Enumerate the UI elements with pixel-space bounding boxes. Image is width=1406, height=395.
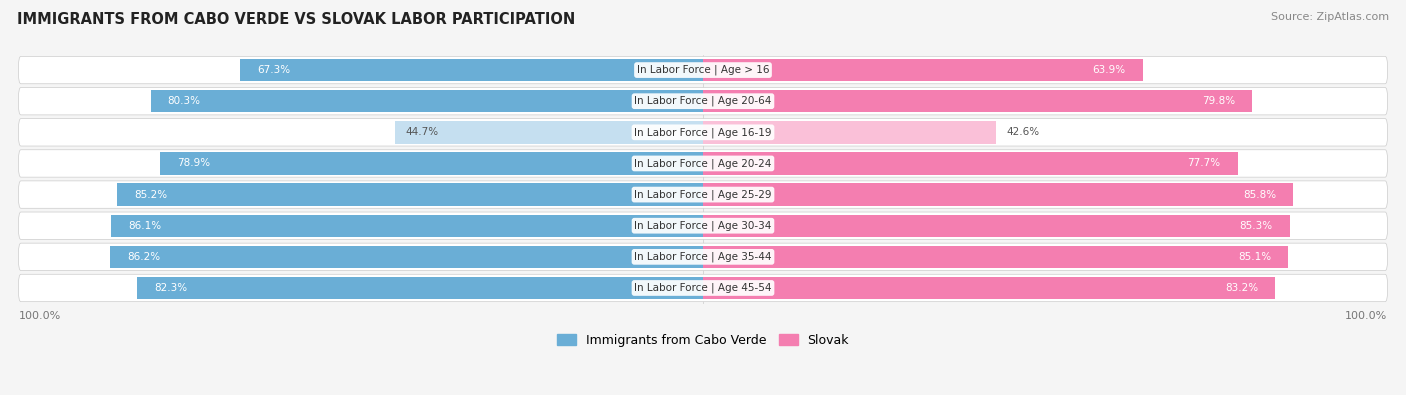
Text: 63.9%: 63.9% bbox=[1092, 65, 1125, 75]
FancyBboxPatch shape bbox=[18, 56, 1388, 84]
FancyBboxPatch shape bbox=[18, 274, 1388, 302]
Bar bbox=[240, 59, 703, 81]
Text: In Labor Force | Age 45-54: In Labor Force | Age 45-54 bbox=[634, 283, 772, 293]
FancyBboxPatch shape bbox=[18, 118, 1388, 146]
Bar bbox=[110, 246, 703, 268]
Text: 100.0%: 100.0% bbox=[18, 311, 60, 321]
Text: 79.8%: 79.8% bbox=[1202, 96, 1234, 106]
Bar bbox=[703, 152, 1237, 175]
Bar bbox=[703, 90, 1251, 113]
FancyBboxPatch shape bbox=[18, 88, 1388, 115]
Text: 85.3%: 85.3% bbox=[1240, 221, 1272, 231]
Text: 44.7%: 44.7% bbox=[406, 127, 439, 137]
Text: 78.9%: 78.9% bbox=[177, 158, 211, 168]
Text: 82.3%: 82.3% bbox=[155, 283, 187, 293]
Text: 77.7%: 77.7% bbox=[1187, 158, 1220, 168]
Text: 42.6%: 42.6% bbox=[1007, 127, 1039, 137]
Bar bbox=[111, 214, 703, 237]
Bar bbox=[703, 214, 1289, 237]
Legend: Immigrants from Cabo Verde, Slovak: Immigrants from Cabo Verde, Slovak bbox=[553, 329, 853, 352]
Bar bbox=[703, 183, 1294, 206]
Text: 85.2%: 85.2% bbox=[134, 190, 167, 199]
Text: 83.2%: 83.2% bbox=[1225, 283, 1258, 293]
Bar bbox=[703, 59, 1143, 81]
Bar bbox=[117, 183, 703, 206]
Bar bbox=[703, 246, 1288, 268]
Text: In Labor Force | Age 16-19: In Labor Force | Age 16-19 bbox=[634, 127, 772, 137]
Bar bbox=[395, 121, 703, 143]
FancyBboxPatch shape bbox=[18, 181, 1388, 208]
Text: 80.3%: 80.3% bbox=[167, 96, 201, 106]
FancyBboxPatch shape bbox=[18, 150, 1388, 177]
Text: Source: ZipAtlas.com: Source: ZipAtlas.com bbox=[1271, 12, 1389, 22]
Text: IMMIGRANTS FROM CABO VERDE VS SLOVAK LABOR PARTICIPATION: IMMIGRANTS FROM CABO VERDE VS SLOVAK LAB… bbox=[17, 12, 575, 27]
Text: In Labor Force | Age 30-34: In Labor Force | Age 30-34 bbox=[634, 220, 772, 231]
Text: In Labor Force | Age > 16: In Labor Force | Age > 16 bbox=[637, 65, 769, 75]
Text: 85.8%: 85.8% bbox=[1243, 190, 1277, 199]
Text: In Labor Force | Age 35-44: In Labor Force | Age 35-44 bbox=[634, 252, 772, 262]
Bar bbox=[703, 121, 995, 143]
FancyBboxPatch shape bbox=[18, 243, 1388, 271]
Text: 100.0%: 100.0% bbox=[1346, 311, 1388, 321]
Text: In Labor Force | Age 25-29: In Labor Force | Age 25-29 bbox=[634, 189, 772, 200]
Bar bbox=[160, 152, 703, 175]
Text: In Labor Force | Age 20-24: In Labor Force | Age 20-24 bbox=[634, 158, 772, 169]
Bar bbox=[136, 277, 703, 299]
FancyBboxPatch shape bbox=[18, 212, 1388, 239]
Text: 86.1%: 86.1% bbox=[128, 221, 160, 231]
Text: 67.3%: 67.3% bbox=[257, 65, 290, 75]
Bar bbox=[703, 277, 1275, 299]
Bar bbox=[150, 90, 703, 113]
Text: In Labor Force | Age 20-64: In Labor Force | Age 20-64 bbox=[634, 96, 772, 106]
Text: 86.2%: 86.2% bbox=[127, 252, 160, 262]
Text: 85.1%: 85.1% bbox=[1239, 252, 1271, 262]
